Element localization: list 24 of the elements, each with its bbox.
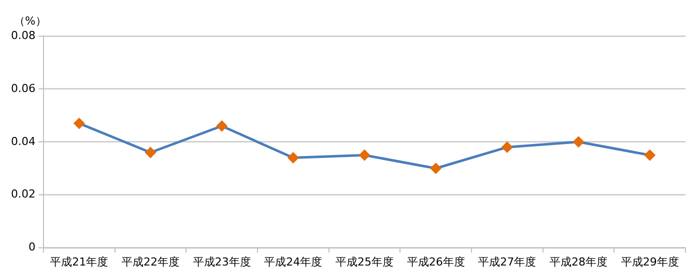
x-tick-label: 平成25年度 [335, 255, 394, 268]
y-axis-title: （%） [14, 14, 46, 28]
point [359, 150, 370, 160]
y-tick-label: 0.08 [10, 28, 36, 42]
point [288, 152, 298, 164]
y-tick-label: 0 [28, 240, 36, 254]
y-tick-label: 0.06 [10, 82, 36, 95]
point [216, 120, 228, 132]
point [573, 136, 584, 148]
x-tick-label: 平成27年度 [478, 255, 536, 268]
x-tick-label: 平成24年度 [264, 255, 322, 268]
point [74, 118, 84, 129]
point [644, 150, 656, 160]
x-tick-label: 平成23年度 [192, 255, 251, 268]
x-tick-label: 平成26年度 [406, 255, 465, 268]
y-tick-label: 0.04 [10, 134, 36, 148]
x-tick-label: 平成22年度 [121, 255, 180, 268]
x-tick-label: 平成28年度 [550, 255, 608, 268]
point [430, 163, 442, 174]
x-tick-label: 平成29年度 [620, 255, 679, 268]
y-tick-label: 0.02 [10, 188, 36, 201]
point [145, 147, 156, 158]
point [502, 142, 512, 152]
x-tick-label: 平成21年度 [50, 255, 108, 268]
